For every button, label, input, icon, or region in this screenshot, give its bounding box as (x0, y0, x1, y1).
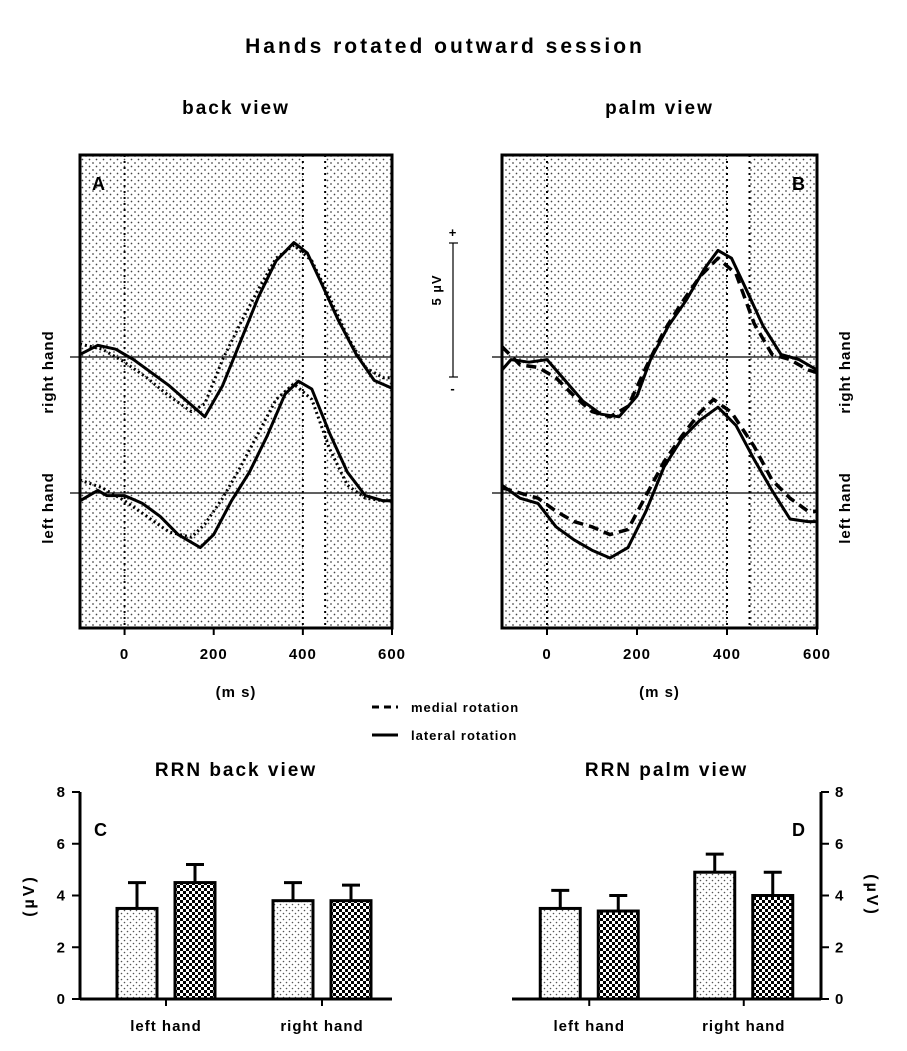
x-axis-label: (m s) (639, 684, 680, 701)
panel-title: RRN back view (155, 760, 317, 781)
bar-left-hand-dotted (115, 906, 159, 1001)
bar-right-hand-dotted (271, 899, 315, 1001)
y-tick-label: 8 (835, 784, 844, 801)
category-label: right hand (702, 1018, 785, 1035)
x-tick-label: 0 (120, 646, 129, 663)
bar-right-hand-checkered (329, 899, 373, 1001)
erp-trace-right-hand-dashed (500, 256, 818, 419)
panel-title: palm view (605, 98, 714, 119)
erp-trace-left-hand-dashed (501, 397, 817, 537)
y-axis-label: (µV) (21, 874, 38, 917)
legend-lateral-label: lateral rotation (411, 728, 517, 743)
erp-trace-right-hand-solid (79, 241, 393, 419)
x-tick-label: 400 (289, 646, 317, 663)
analysis-window-2 (749, 155, 817, 628)
bar-left-hand-checkered (173, 881, 217, 1001)
analysis-window-1 (80, 155, 303, 628)
y-tick-label: 6 (57, 836, 66, 853)
panel-letter: B (792, 174, 805, 194)
panel-letter: A (92, 174, 105, 194)
x-tick-label: 200 (200, 646, 228, 663)
bar-left-hand-checkered (596, 909, 640, 1001)
erp-trace-left-hand-solid (79, 379, 392, 550)
row-label-right-hand: right hand (837, 330, 854, 413)
category-label: left hand (130, 1018, 202, 1035)
bar-left-hand-dotted (538, 906, 582, 1001)
panel-c-rrn-back: 0 2 4 6 8 (µV) left hand right hand RRN back vie… (21, 760, 392, 1035)
x-tick-label: 400 (713, 646, 741, 663)
x-tick-label: 0 (542, 646, 551, 663)
scale-bar-plus: + (449, 225, 458, 240)
analysis-window-2 (325, 155, 392, 628)
erp-trace-right-hand-solid (500, 248, 818, 419)
x-axis-label: (m s) (216, 684, 257, 701)
bar-right-hand-dotted (693, 870, 737, 1001)
category-label: left hand (554, 1018, 626, 1035)
legend: medial rotation lateral rotation (372, 700, 519, 743)
analysis-window-1 (502, 155, 727, 628)
erp-trace-left-hand-dotted (79, 382, 392, 539)
erp-trace-left-hand-solid (501, 405, 817, 560)
y-tick-label: 4 (57, 888, 66, 905)
scale-bar: + - 5 µV (429, 225, 458, 396)
scale-bar-minus: - (450, 381, 455, 396)
figure-title: Hands rotated outward session (245, 35, 645, 58)
scale-bar-label: 5 µV (429, 274, 444, 305)
panel-title: RRN palm view (585, 760, 748, 781)
panel-d-rrn-palm: 0 2 4 6 8 (µV) left hand right hand RRN palm vie… (512, 760, 880, 1035)
y-axis-label: (µV) (863, 874, 880, 917)
legend-medial-label: medial rotation (411, 700, 519, 715)
y-tick-label: 8 (57, 784, 66, 801)
category-label: right hand (280, 1018, 363, 1035)
x-tick-label: 600 (803, 646, 831, 663)
y-tick-label: 4 (835, 888, 844, 905)
bar-right-hand-checkered (751, 894, 795, 1001)
panel-letter: D (792, 820, 805, 840)
y-tick-label: 6 (835, 836, 844, 853)
plot-frame (78, 153, 394, 630)
y-tick-label: 0 (57, 991, 66, 1008)
y-tick-label: 2 (835, 939, 844, 956)
x-tick-label: 200 (623, 646, 651, 663)
y-tick-label: 2 (57, 939, 66, 956)
plot-frame (500, 153, 819, 630)
row-label-left-hand: left hand (40, 472, 57, 544)
row-label-right-hand: right hand (40, 330, 57, 413)
y-tick-label: 0 (835, 991, 844, 1008)
x-tick-label: 600 (378, 646, 406, 663)
erp-trace-right-hand-dotted (79, 243, 392, 414)
panel-letter: C (94, 820, 107, 840)
panel-title: back view (182, 98, 290, 119)
row-label-left-hand: left hand (837, 472, 854, 544)
